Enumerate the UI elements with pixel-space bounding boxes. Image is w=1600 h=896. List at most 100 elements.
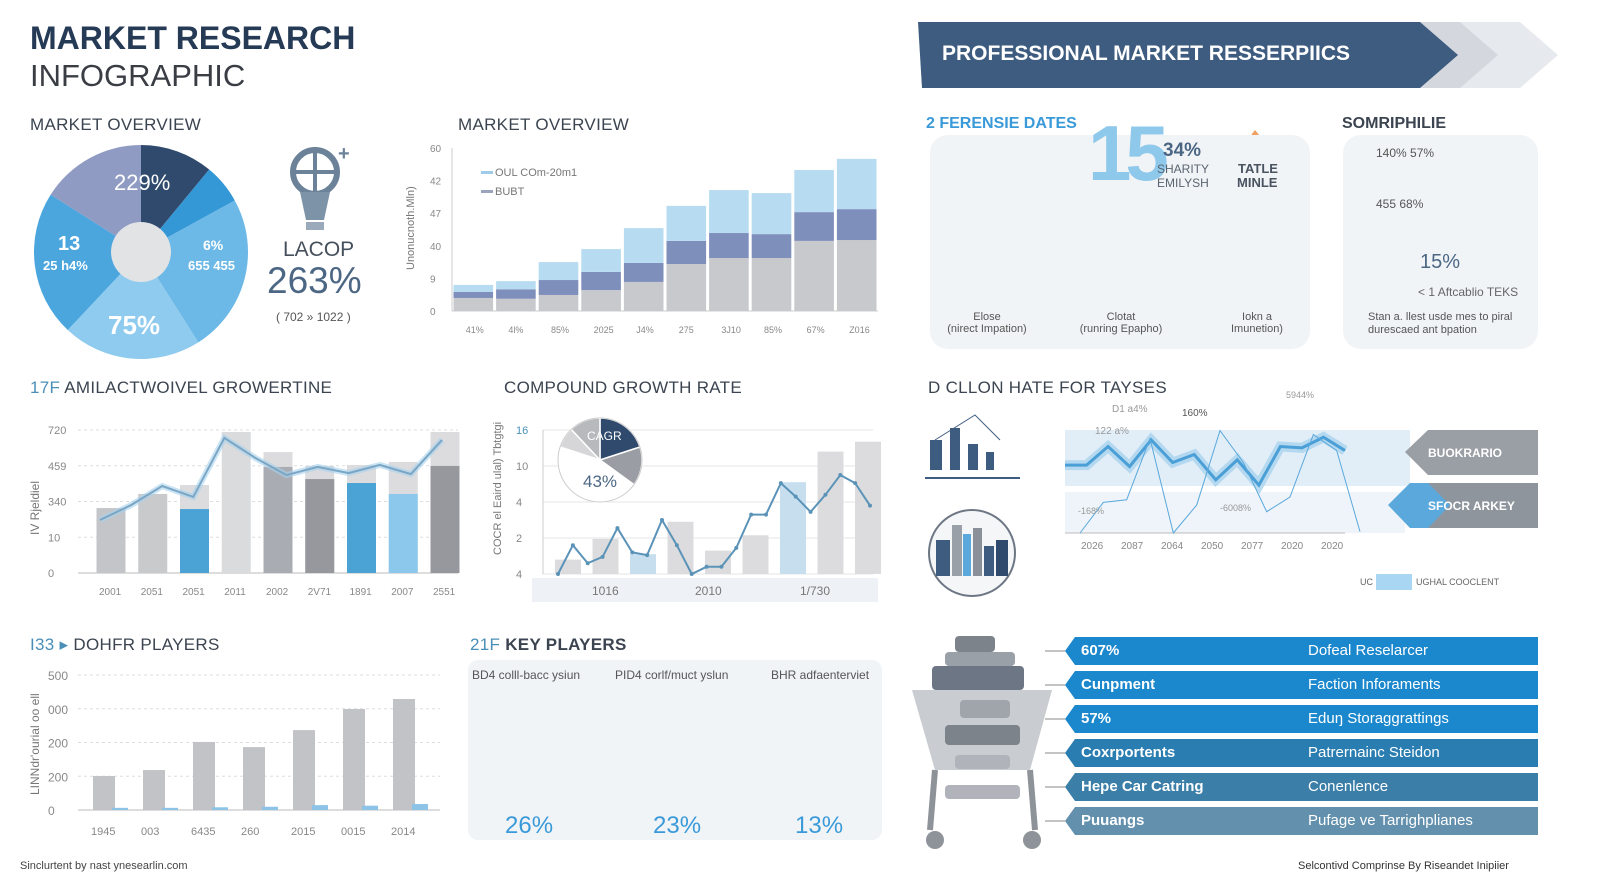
donut-label-1: Elose xyxy=(973,311,1001,323)
bar xyxy=(93,775,115,810)
kpi-value: 263% xyxy=(267,260,362,301)
growth-point xyxy=(778,481,783,486)
x-tick-label: 1/730 xyxy=(800,584,830,598)
x-tick-label: 2015 xyxy=(291,826,315,838)
x-axis-band xyxy=(532,578,878,602)
x-tick-label: 2077 xyxy=(1241,541,1264,552)
stacked-bar-segment xyxy=(794,170,834,213)
bar xyxy=(742,535,769,574)
x-tick-label: 67% xyxy=(807,325,825,335)
x-tick-label: 275 xyxy=(679,325,694,335)
heading-text: DOHFR PLAYERS xyxy=(73,635,220,654)
bar xyxy=(180,509,209,573)
bar xyxy=(630,554,656,574)
bar xyxy=(263,466,293,573)
y-tick-label: 0 xyxy=(48,804,55,818)
cart-wheel-icon xyxy=(926,831,944,849)
bar xyxy=(393,699,415,810)
bar xyxy=(347,483,376,573)
annotation: 122 a% xyxy=(1095,426,1129,437)
trends-heading: D CLLON HATE FOR TAYSES xyxy=(928,378,1167,397)
bar xyxy=(221,431,251,573)
y-tick-label: 500 xyxy=(48,669,68,683)
banner-title: PROFESSIONAL MARKET RESSERPIICS xyxy=(942,42,1351,65)
x-tick-label: 2026 xyxy=(1081,541,1104,552)
ribbon-left-label: Coxrportents xyxy=(1081,744,1176,761)
key-players-card xyxy=(468,660,882,840)
trend-line xyxy=(99,436,443,521)
bar xyxy=(343,709,365,810)
stacked-bar-segment xyxy=(623,281,664,311)
shopping-cart-icon xyxy=(932,666,1024,690)
y-tick-label: 340 xyxy=(48,497,66,509)
ribbon-left-label: 57% xyxy=(1081,710,1112,727)
y-tick-label: 200 xyxy=(48,770,68,784)
heading-text: KEY PLAYERS xyxy=(505,635,627,654)
growth-point xyxy=(838,473,843,477)
heading-prefix: 21F xyxy=(470,635,501,654)
player-title: PID4 corlf/muct yslun xyxy=(615,668,729,682)
x-tick-label: 003 xyxy=(141,826,159,838)
annotation: D1 a4% xyxy=(1112,404,1148,415)
ribbon-row xyxy=(1065,671,1538,699)
y-tick-label: 200 xyxy=(48,737,68,751)
x-tick-label: 2064 xyxy=(1161,541,1184,552)
stacked-bar-segment xyxy=(581,249,621,272)
overview-heading: MARKET OVERVIEW xyxy=(30,115,202,134)
bar-secondary xyxy=(112,807,128,810)
player-value: 13% xyxy=(795,812,844,839)
pie-slice xyxy=(67,252,199,359)
bar-secondary xyxy=(212,807,228,810)
growth-heading: 17F AMILACTWOIVEL GROWERTINE xyxy=(30,378,332,398)
bar-badge-icon xyxy=(996,540,1008,576)
y-tick-label: 2 xyxy=(516,533,522,545)
y-tick-label: 60 xyxy=(430,144,442,155)
shopping-cart-icon xyxy=(945,785,1020,799)
x-tick-label: 260 xyxy=(241,826,259,838)
big-number: 15 xyxy=(1088,109,1169,197)
stacked-bar-segment xyxy=(751,234,792,259)
stacked-bar-segment xyxy=(538,280,579,295)
legend-item: OUL COm-20m1 xyxy=(495,167,578,179)
legend-swatch xyxy=(481,190,493,193)
pie-slice xyxy=(34,194,141,330)
banner-shape xyxy=(918,22,1458,88)
stacked-bar-segment xyxy=(709,233,749,259)
player-title: BD4 colll-bacc ysiun xyxy=(472,668,581,682)
stacked-bar-segment xyxy=(751,258,792,311)
bar-secondary xyxy=(262,806,278,810)
stacked-bar-segment xyxy=(709,258,749,311)
bar xyxy=(138,493,168,573)
y-axis-label: COCR el Eaird ulal) Tbtgtgi xyxy=(492,421,504,555)
ribbon-left-label: Cunpment xyxy=(1081,676,1156,693)
y-axis-label: Unonucnoth.Mln) xyxy=(405,186,417,270)
bar-badge-icon xyxy=(984,546,994,576)
bar xyxy=(305,479,335,573)
donut-label-2: (nirect Impation) xyxy=(947,323,1027,335)
plus-icon: + xyxy=(338,143,350,165)
x-tick-label: J4% xyxy=(636,325,654,335)
growth-point xyxy=(689,572,694,576)
heading-prefix: I33 ▸ xyxy=(30,635,69,654)
stacked-bar-segment xyxy=(666,264,707,311)
stacked-chart-heading: MARKET OVERVIEW xyxy=(458,115,630,134)
annotation: -168% xyxy=(1078,506,1105,516)
bar xyxy=(817,451,844,574)
shopping-cart-icon xyxy=(955,636,995,652)
x-tick-label: 2010 xyxy=(695,584,722,598)
bar-badge-icon xyxy=(936,540,950,576)
growth-point xyxy=(734,545,739,550)
pie-slice xyxy=(50,145,141,252)
y-axis-label: LINNdr'ourial oo ell xyxy=(28,693,42,795)
pie-label: 25 h4% xyxy=(43,258,88,273)
pie-center xyxy=(111,222,171,282)
cagr-pie-label: CAGR xyxy=(587,429,622,443)
side-stat-label: < 1 Aftcablio TEKS xyxy=(1418,285,1519,299)
growth-point xyxy=(868,503,872,508)
stacked-bar-segment xyxy=(496,298,536,311)
legend-swatch xyxy=(481,171,493,174)
city-chart-icon xyxy=(950,428,960,470)
trend-band xyxy=(1065,492,1405,533)
shopping-cart-icon xyxy=(927,769,938,831)
lightbulb-icon xyxy=(306,222,324,230)
